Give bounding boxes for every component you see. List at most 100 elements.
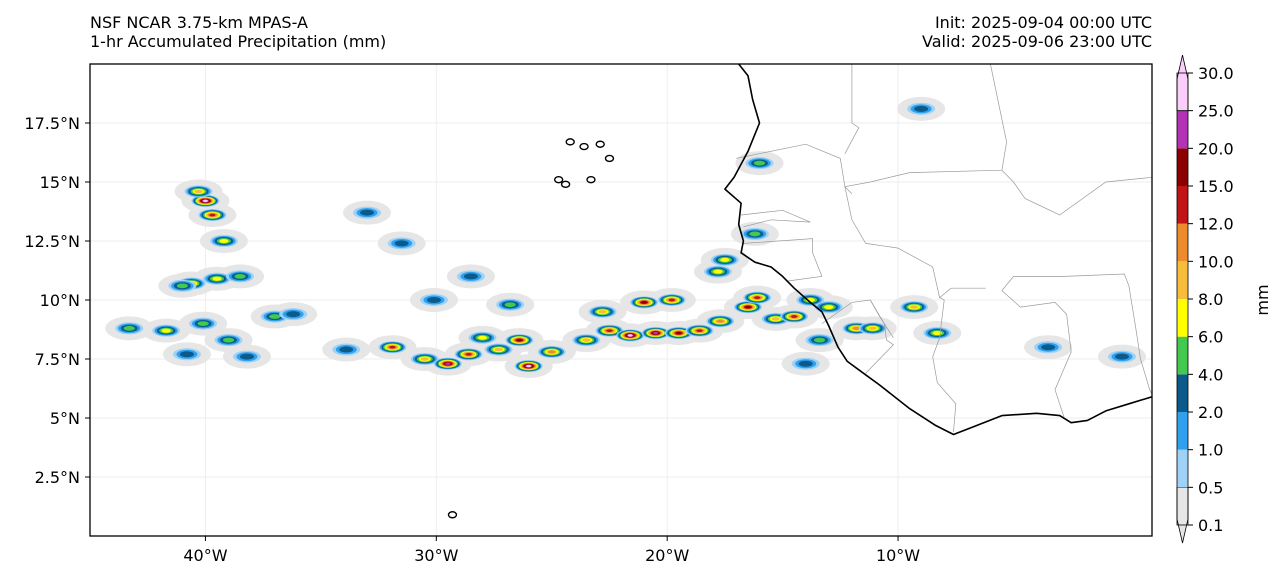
precip-contour: [745, 305, 751, 309]
x-tick-label: 40°W: [183, 546, 227, 565]
colorbar-tick-label: 10.0: [1198, 252, 1234, 271]
precip-contour: [713, 269, 723, 274]
country-border: [1001, 169, 1152, 216]
title-right: Init: 2025-09-04 00:00 UTC Valid: 2025-0…: [922, 13, 1152, 51]
colorbar-tick-label: 1.0: [1198, 441, 1223, 460]
precip-contour: [598, 310, 607, 314]
country-border: [869, 299, 894, 338]
colorbar-segment: [1177, 374, 1188, 412]
colorbar-unit-label: mm: [1253, 284, 1272, 315]
precip-contour: [239, 353, 254, 360]
colorbar-tick-label: 4.0: [1198, 365, 1223, 384]
precip-contour: [852, 326, 860, 330]
country-border: [844, 64, 860, 154]
precip-contour: [627, 334, 633, 337]
colorbar-segment: [1177, 223, 1188, 262]
precip-contour: [426, 297, 441, 303]
precip-contour: [179, 351, 194, 358]
coastline: [724, 64, 1152, 436]
precip-contour: [824, 305, 834, 310]
precip-contour: [176, 283, 188, 289]
colorbar-tick-label: 0.1: [1198, 516, 1223, 535]
colorbar: 0.1 0.5 1.0 2.0 4.0 6.0 8.0 10.0 12.0 15.0 20.0 25.…: [1176, 54, 1234, 544]
country-borders: [736, 64, 1152, 433]
precip-contour: [932, 331, 942, 336]
colorbar-tick-label: 12.0: [1198, 215, 1234, 234]
precip-contour: [339, 346, 354, 353]
precip-contour: [548, 350, 556, 354]
precip-contour: [526, 364, 531, 368]
precip-contour: [753, 160, 766, 166]
country-border: [1001, 273, 1152, 395]
colorbar-extend-max: [1176, 54, 1189, 112]
y-tick-label: 12.5°N: [24, 232, 80, 251]
precip-contour: [749, 231, 761, 237]
island-outline: [604, 154, 615, 163]
x-tick-label: 10°W: [876, 546, 920, 565]
precip-contour: [203, 199, 208, 203]
precip-contour: [222, 337, 235, 343]
colorbar-segment: [1177, 412, 1188, 450]
colorbar-segment: [1177, 449, 1188, 488]
y-axis-ticks: 2.5°N 5°N 7.5°N 10°N 12.5°N 15°N 17.5°N: [24, 114, 90, 487]
country-border: [844, 186, 986, 299]
colorbar-tick-label: 30.0: [1198, 64, 1234, 83]
precip-contour: [668, 298, 675, 302]
island-outline: [447, 511, 458, 519]
y-tick-label: 15°N: [40, 173, 80, 192]
colorbar-tick-label: 6.0: [1198, 328, 1223, 347]
precip-contour: [463, 273, 478, 280]
precip-contour: [494, 347, 503, 352]
y-tick-label: 10°N: [40, 291, 80, 310]
y-tick-label: 2.5°N: [35, 468, 80, 487]
colorbar-tick-label: 2.0: [1198, 403, 1223, 422]
precip-contour: [716, 319, 724, 323]
precip-contour: [212, 276, 222, 281]
precip-contour: [771, 317, 780, 321]
island-outline: [595, 140, 605, 148]
precip-contour: [269, 314, 281, 319]
colorbar-extend-min: [1176, 486, 1189, 544]
coastline-layer: [447, 64, 1152, 519]
precip-contour: [516, 338, 523, 342]
precip-contour: [791, 315, 798, 318]
country-border: [932, 297, 945, 357]
country-border: [741, 209, 811, 228]
country-border: [844, 64, 1007, 188]
precip-contour: [360, 209, 375, 216]
precip-contour: [445, 362, 451, 365]
precip-contour: [653, 331, 659, 335]
precip-contour: [123, 325, 135, 331]
x-tick-label: 20°W: [645, 546, 689, 565]
precip-cells: [115, 102, 1136, 373]
precip-contour: [798, 360, 813, 367]
colorbar-tick-label: 0.5: [1198, 478, 1223, 497]
precip-contour: [197, 321, 209, 326]
colorbar-segment: [1177, 261, 1188, 299]
precip-contour: [675, 331, 682, 335]
precip-contour: [234, 274, 246, 279]
precip-contour: [813, 337, 826, 343]
precip-contour: [868, 326, 877, 331]
field-title: 1-hr Accumulated Precipitation (mm): [90, 32, 387, 51]
precip-contour: [161, 328, 171, 333]
precip-contour: [606, 329, 613, 333]
precip-contour: [910, 305, 919, 309]
island-outline: [579, 142, 589, 151]
precip-contour: [914, 105, 929, 112]
colorbar-segment: [1177, 110, 1188, 149]
x-axis-ticks: 40°W 30°W 20°W 10°W: [183, 536, 920, 565]
precip-contour: [1041, 344, 1056, 351]
precip-contour: [286, 311, 301, 318]
precip-contour: [465, 352, 472, 356]
country-border: [736, 143, 853, 195]
precip-contour: [641, 301, 647, 304]
x-tick-label: 30°W: [414, 546, 458, 565]
title-left: NSF NCAR 3.75-km MPAS-A 1-hr Accumulated…: [90, 13, 386, 51]
colorbar-segment: [1177, 299, 1188, 337]
country-border: [1001, 290, 1072, 419]
precip-contour: [394, 240, 409, 247]
precip-contour: [720, 257, 730, 262]
init-time: Init: 2025-09-04 00:00 UTC: [934, 13, 1152, 32]
